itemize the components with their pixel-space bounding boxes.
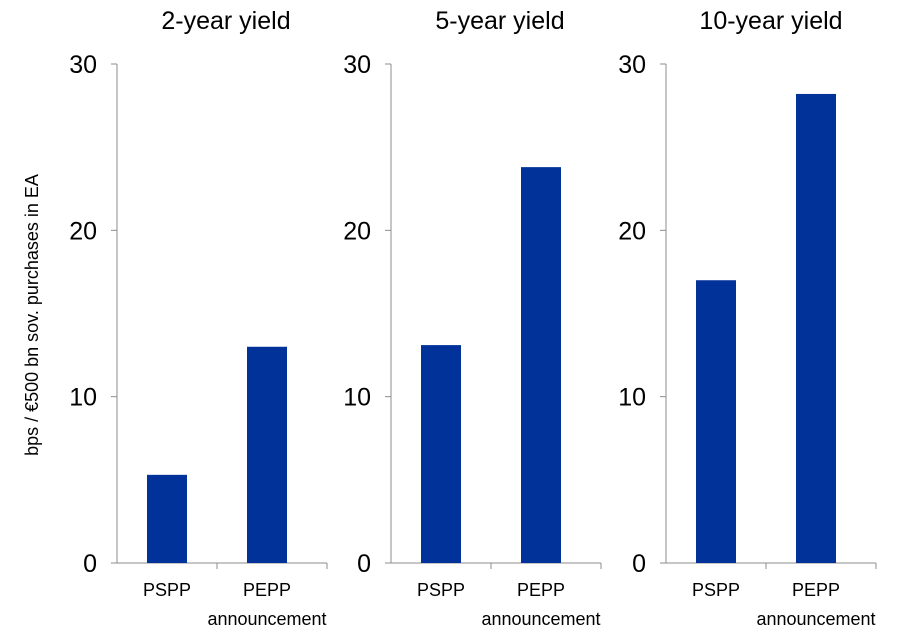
y-tick-label: 10	[69, 384, 97, 412]
y-tick-label: 30	[343, 51, 371, 79]
x-category-label: announcement	[756, 609, 875, 629]
y-tick-label: 30	[618, 51, 646, 79]
x-category-label: PEPP	[517, 580, 565, 600]
panel-title: 5-year yield	[435, 7, 564, 35]
y-tick-label: 10	[343, 384, 371, 412]
y-tick-label: 20	[618, 217, 646, 245]
y-tick-label: 0	[83, 550, 97, 578]
x-category-label: announcement	[481, 609, 600, 629]
panel-3: 10-year yield 0 10 20 30 PSPP PEPP announcement	[618, 7, 877, 629]
x-category-label: PEPP	[792, 580, 840, 600]
bar-pepp-announcement	[796, 93, 836, 563]
y-tick-label: 20	[343, 217, 371, 245]
panel-2: 5-year yield 0 10 20 30 PSPP PEPP announcement	[343, 7, 602, 629]
bar-pspp	[147, 474, 187, 563]
x-category-label: PSPP	[143, 580, 191, 600]
bar-pepp-announcement	[247, 346, 287, 563]
y-tick-label: 10	[618, 384, 646, 412]
y-tick-label: 0	[632, 550, 646, 578]
x-category-label: PSPP	[417, 580, 465, 600]
x-category-label: announcement	[207, 609, 326, 629]
bar-pepp-announcement	[521, 167, 561, 564]
panel-title: 10-year yield	[699, 7, 842, 35]
y-axis-label: bps / €500 bn sov. purchases in EA	[22, 174, 42, 456]
bar-pspp	[421, 345, 461, 563]
bar-pspp	[696, 280, 736, 563]
y-tick-label: 0	[357, 550, 371, 578]
y-tick-label: 30	[69, 51, 97, 79]
x-category-label: PSPP	[692, 580, 740, 600]
panel-title: 2-year yield	[161, 7, 290, 35]
x-category-label: PEPP	[243, 580, 291, 600]
y-tick-label: 20	[69, 217, 97, 245]
panel-1: 2-year yield 0 10 20 30 PSPP PEPP announcement	[69, 7, 328, 629]
